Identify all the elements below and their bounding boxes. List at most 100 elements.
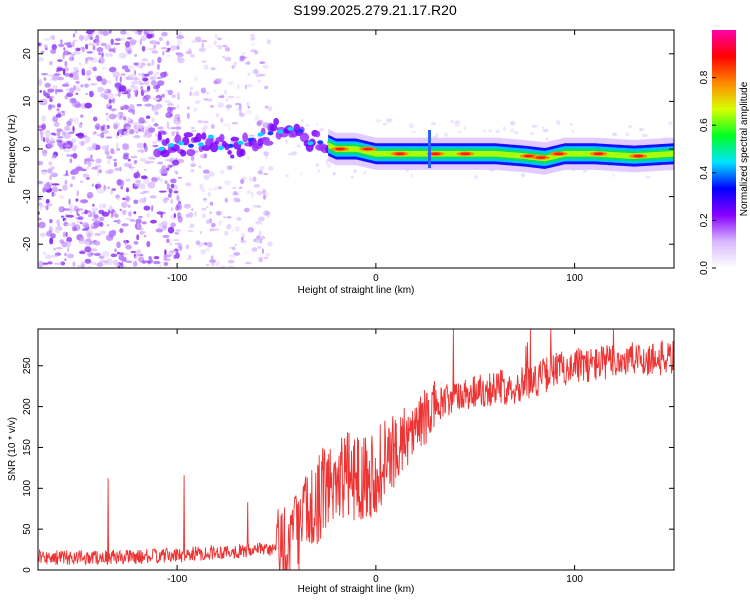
noise-speckle (207, 98, 213, 102)
noise-speckle (163, 261, 169, 266)
noise-speckle (86, 51, 94, 54)
noise-speckle (248, 134, 255, 137)
noise-speckle (191, 39, 197, 44)
noise-speckle (80, 84, 84, 88)
snr-frame (37, 328, 675, 571)
noise-speckle (38, 221, 46, 229)
noise-speckle (135, 179, 141, 184)
noise-speckle (76, 220, 80, 224)
noise-speckle (44, 44, 48, 50)
noise-speckle (170, 183, 175, 189)
noise-speckle (51, 183, 60, 186)
ridge-blob (174, 134, 182, 144)
noise-speckle (142, 72, 145, 80)
noise-speckle (164, 100, 172, 103)
noise-speckle (38, 43, 41, 46)
noise-speckle (162, 220, 167, 226)
noise-speckle (131, 81, 139, 85)
noise-speckle (224, 56, 232, 62)
noise-speckle (89, 90, 94, 98)
noise-speckle (410, 130, 417, 134)
noise-speckle (97, 188, 105, 194)
noise-speckle (264, 105, 269, 109)
noise-speckle (126, 37, 133, 40)
noise-speckle (52, 193, 56, 197)
ridge-blob (195, 132, 202, 143)
noise-speckle (201, 242, 204, 247)
noise-speckle (235, 226, 240, 232)
noise-speckle (98, 52, 102, 55)
noise-speckle (75, 92, 79, 95)
noise-speckle (612, 132, 618, 136)
noise-speckle (247, 105, 250, 109)
noise-speckle (87, 161, 92, 167)
noise-speckle (65, 170, 69, 176)
noise-speckle (157, 56, 162, 64)
ridge-core (277, 129, 284, 134)
noise-speckle (99, 30, 103, 35)
noise-speckle (75, 81, 80, 84)
noise-speckle (351, 175, 354, 179)
noise-speckle (47, 104, 52, 111)
noise-speckle (199, 230, 203, 235)
noise-speckle (47, 88, 55, 93)
noise-speckle (98, 60, 101, 63)
noise-speckle (74, 70, 78, 78)
noise-speckle (96, 262, 104, 267)
noise-speckle (154, 177, 161, 181)
ridge-blob (230, 154, 235, 159)
noise-speckle (260, 235, 266, 240)
noise-speckle (51, 44, 57, 50)
noise-speckle (57, 76, 64, 81)
noise-speckle (71, 138, 77, 144)
noise-speckle (41, 115, 46, 122)
noise-speckle (114, 167, 120, 171)
noise-speckle (144, 103, 153, 107)
noise-speckle (224, 180, 231, 186)
noise-speckle (72, 125, 75, 133)
noise-speckle (134, 54, 138, 57)
noise-speckle (226, 216, 232, 219)
noise-speckle (170, 127, 177, 130)
noise-speckle (76, 190, 79, 197)
noise-speckle (162, 224, 168, 231)
noise-speckle (103, 184, 107, 191)
noise-speckle (78, 62, 82, 66)
noise-speckle (119, 166, 122, 172)
noise-speckle (64, 73, 71, 77)
ridge-core (168, 143, 175, 148)
noise-speckle (223, 123, 230, 127)
noise-speckle (190, 169, 195, 173)
noise-speckle (56, 128, 63, 133)
noise-speckle (224, 89, 228, 95)
noise-speckle (198, 165, 202, 169)
noise-speckle (72, 261, 76, 267)
noise-speckle (252, 176, 257, 182)
noise-speckle (246, 189, 252, 195)
noise-speckle (144, 168, 147, 171)
noise-speckle (78, 251, 86, 254)
ridge-blob (157, 132, 162, 141)
noise-speckle (264, 85, 269, 90)
noise-speckle (220, 265, 226, 268)
noise-speckle (188, 254, 191, 259)
noise-speckle (71, 144, 77, 152)
noise-speckle (138, 117, 145, 124)
noise-speckle (256, 190, 263, 196)
hot-spot-core (430, 152, 441, 156)
noise-speckle (266, 39, 271, 45)
noise-speckle (134, 70, 137, 76)
noise-speckle (231, 65, 235, 69)
noise-speckle (177, 92, 180, 98)
noise-speckle (254, 205, 262, 208)
noise-speckle (87, 214, 93, 218)
noise-speckle (291, 151, 297, 156)
noise-speckle (205, 91, 210, 95)
noise-speckle (84, 102, 92, 109)
noise-speckle (106, 80, 113, 85)
noise-speckle (105, 112, 109, 116)
noise-speckle (139, 198, 147, 204)
noise-speckle (140, 231, 146, 234)
noise-speckle (92, 66, 97, 72)
noise-speckle (188, 48, 192, 54)
